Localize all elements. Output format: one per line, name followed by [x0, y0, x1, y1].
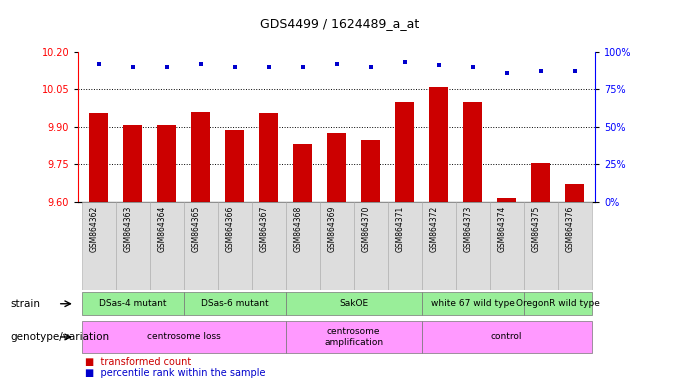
Text: GSM864374: GSM864374	[498, 206, 507, 252]
Point	[535, 68, 546, 74]
Bar	[327, 133, 346, 202]
Text: ■  transformed count: ■ transformed count	[85, 358, 191, 367]
Text: centrosome
amplification: centrosome amplification	[324, 327, 383, 347]
Point	[365, 64, 376, 70]
Point	[433, 62, 444, 68]
Text: GSM864369: GSM864369	[328, 206, 337, 252]
Bar	[252, 202, 286, 290]
Point	[331, 61, 342, 67]
Bar	[191, 112, 210, 202]
Bar	[184, 202, 218, 290]
Bar	[123, 126, 142, 202]
Bar	[565, 184, 584, 202]
Text: GSM864370: GSM864370	[362, 206, 371, 252]
Text: GSM864373: GSM864373	[464, 206, 473, 252]
Bar	[184, 292, 286, 316]
Bar	[497, 198, 516, 202]
Bar	[320, 202, 354, 290]
Bar	[82, 321, 286, 353]
Bar	[524, 292, 592, 316]
Bar	[354, 202, 388, 290]
Bar	[422, 202, 456, 290]
Bar	[422, 321, 592, 353]
Text: GSM864371: GSM864371	[396, 206, 405, 252]
Point	[501, 70, 512, 76]
Bar	[286, 202, 320, 290]
Bar	[218, 202, 252, 290]
Text: GSM864364: GSM864364	[158, 206, 167, 252]
Bar	[395, 102, 414, 202]
Text: OregonR wild type: OregonR wild type	[515, 299, 600, 308]
Text: white 67 wild type: white 67 wild type	[430, 299, 515, 308]
Text: GSM864375: GSM864375	[532, 206, 541, 252]
Bar	[293, 144, 312, 202]
Text: centrosome loss: centrosome loss	[147, 333, 220, 341]
Text: strain: strain	[10, 299, 40, 309]
Text: genotype/variation: genotype/variation	[10, 332, 109, 342]
Point	[297, 64, 308, 70]
Text: GSM864372: GSM864372	[430, 206, 439, 252]
Point	[195, 61, 206, 67]
Bar	[286, 292, 422, 316]
Point	[127, 64, 138, 70]
Point	[263, 64, 274, 70]
Bar	[225, 131, 244, 202]
Bar	[422, 292, 524, 316]
Text: DSas-6 mutant: DSas-6 mutant	[201, 299, 269, 308]
Point	[399, 59, 410, 65]
Text: DSas-4 mutant: DSas-4 mutant	[99, 299, 167, 308]
Text: GSM864363: GSM864363	[124, 206, 133, 252]
Bar	[116, 202, 150, 290]
Point	[569, 68, 580, 74]
Text: GSM864365: GSM864365	[192, 206, 201, 252]
Bar	[361, 141, 380, 202]
Point	[93, 61, 104, 67]
Bar	[157, 126, 176, 202]
Bar	[82, 292, 184, 316]
Text: SakOE: SakOE	[339, 299, 368, 308]
Bar	[259, 113, 278, 202]
Bar	[531, 163, 550, 202]
Text: ■  percentile rank within the sample: ■ percentile rank within the sample	[85, 368, 265, 378]
Text: control: control	[491, 333, 522, 341]
Text: GDS4499 / 1624489_a_at: GDS4499 / 1624489_a_at	[260, 17, 420, 30]
Bar	[150, 202, 184, 290]
Text: GSM864367: GSM864367	[260, 206, 269, 252]
Text: GSM864376: GSM864376	[566, 206, 575, 252]
Point	[161, 64, 172, 70]
Bar	[463, 102, 482, 202]
Point	[467, 64, 478, 70]
Text: GSM864366: GSM864366	[226, 206, 235, 252]
Bar	[490, 202, 524, 290]
Bar	[429, 87, 448, 202]
Bar	[524, 202, 558, 290]
Text: GSM864368: GSM864368	[294, 206, 303, 252]
Bar	[286, 321, 422, 353]
Text: GSM864362: GSM864362	[90, 206, 99, 252]
Bar	[388, 202, 422, 290]
Bar	[82, 202, 116, 290]
Bar	[456, 202, 490, 290]
Point	[229, 64, 240, 70]
Bar	[558, 202, 592, 290]
Bar	[89, 113, 108, 202]
